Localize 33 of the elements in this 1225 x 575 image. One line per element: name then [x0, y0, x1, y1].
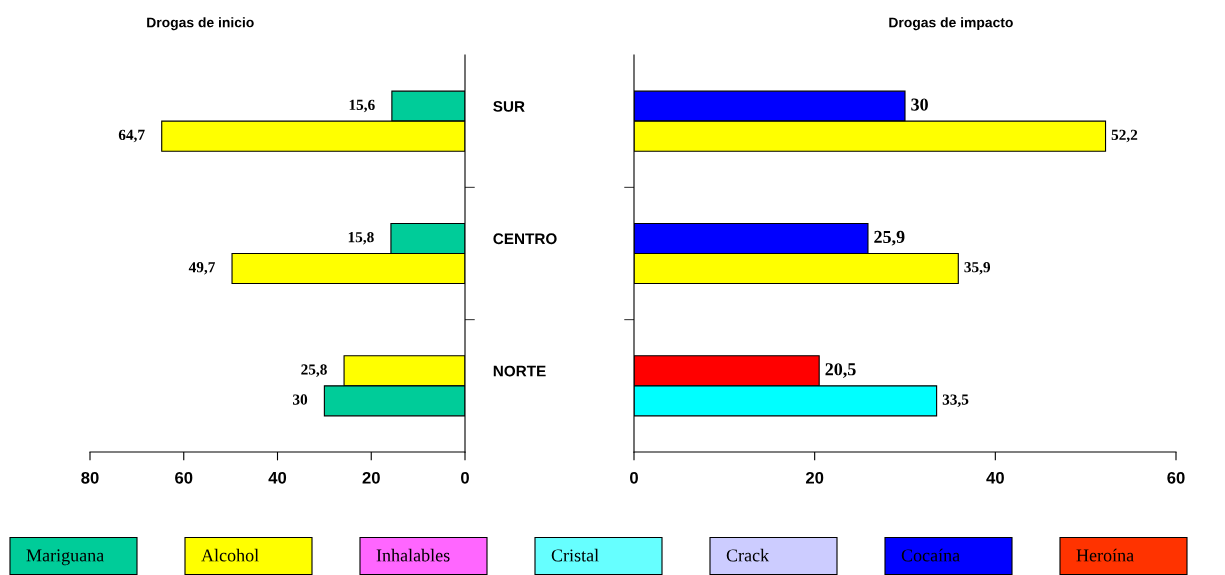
category-label: Cristal — [551, 548, 599, 562]
y-tick-label: CENTRO — [493, 233, 557, 245]
category-label: Alcohol — [201, 548, 259, 562]
category-label: Cocaína — [901, 548, 960, 562]
data-label: 49,7 — [188, 262, 215, 275]
x-tick-label: 20 — [805, 471, 824, 484]
data-label: 25,8 — [301, 364, 327, 377]
x-tick-label: 60 — [1167, 471, 1185, 484]
chart-title: Drogas de impacto — [889, 17, 1013, 31]
data-label: 15,6 — [349, 99, 375, 113]
category-label: Mariguana — [26, 549, 104, 566]
x-tick-label: 40 — [986, 471, 1004, 484]
data-label: 20,5 — [825, 363, 856, 378]
x-tick-label: 20 — [362, 471, 380, 484]
y-tick-label: SUR — [493, 101, 525, 112]
y-tick-label: NORTE — [493, 365, 546, 377]
data-label: 52,2 — [1111, 129, 1138, 143]
category-label: Inhalables — [376, 548, 450, 562]
x-tick-label: 0 — [630, 471, 638, 484]
chart-title: Drogas de inicio — [147, 17, 254, 31]
data-label: 30 — [911, 98, 928, 111]
data-label: 64,7 — [118, 129, 145, 143]
x-tick-label: 60 — [175, 471, 193, 484]
x-tick-label: 40 — [268, 471, 287, 484]
x-tick-label: 80 — [81, 471, 99, 484]
data-label: 15,8 — [348, 231, 374, 245]
data-label: 30 — [293, 394, 308, 405]
x-tick-label: 0 — [461, 471, 469, 484]
category-label: Crack — [726, 548, 770, 562]
category-label: Heroína — [1076, 548, 1134, 562]
data-label: 33,5 — [942, 394, 969, 407]
data-label: 35,9 — [964, 262, 991, 275]
data-label: 25,9 — [874, 230, 905, 246]
